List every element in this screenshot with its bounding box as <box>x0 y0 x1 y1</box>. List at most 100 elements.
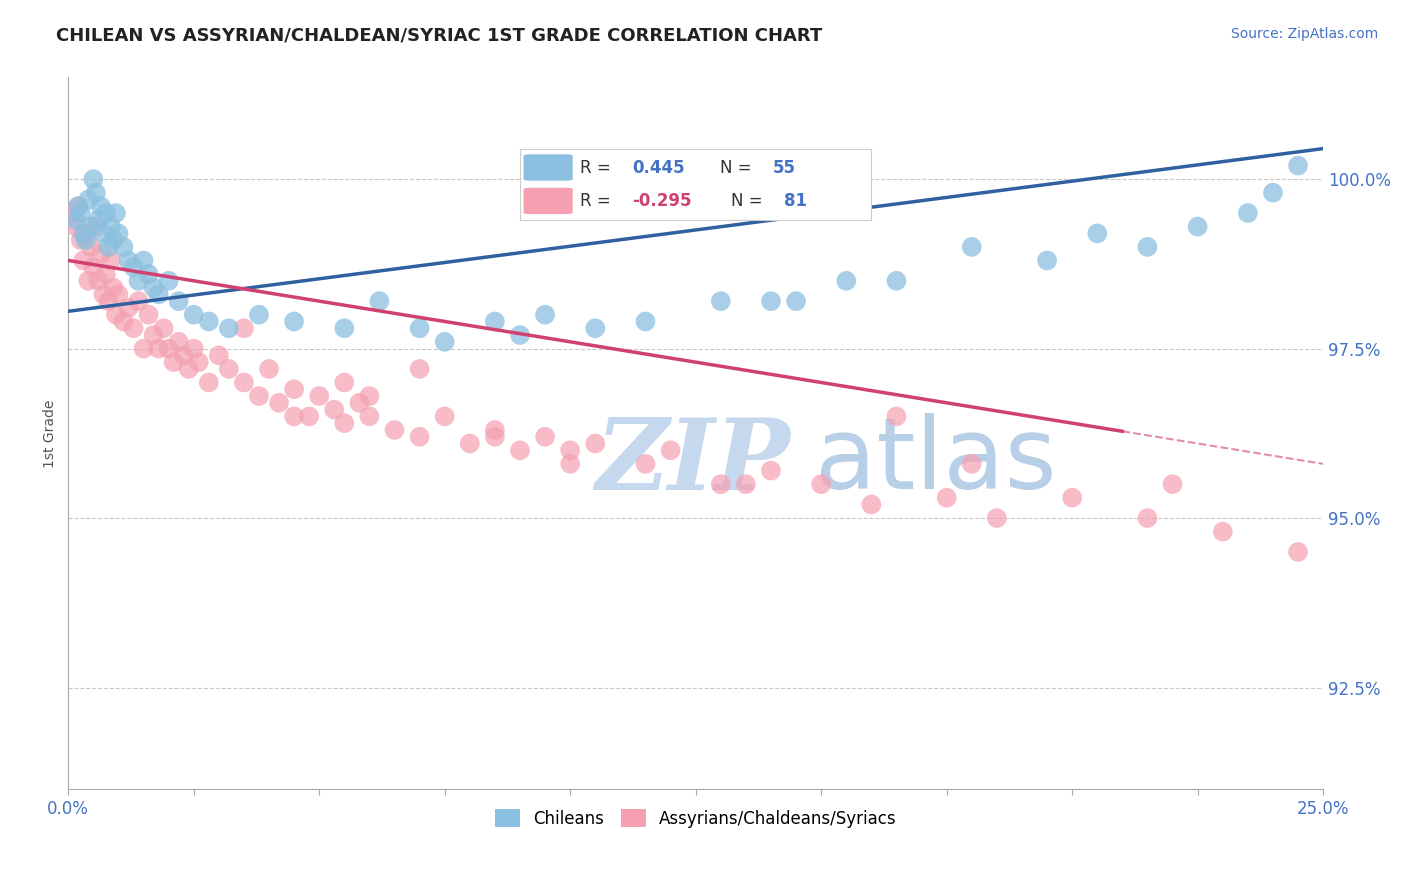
Point <box>80 219 103 234</box>
Point <box>1161 477 1184 491</box>
Point <box>82 172 104 186</box>
Point <box>509 443 531 458</box>
Point <box>349 396 371 410</box>
Point <box>72 227 94 241</box>
Point <box>103 280 125 294</box>
Point <box>433 409 456 424</box>
Point <box>75 227 97 241</box>
Point <box>117 301 139 315</box>
Point <box>886 274 908 288</box>
Point <box>122 321 145 335</box>
Point <box>157 274 180 288</box>
Point <box>62 206 84 220</box>
Point <box>138 308 160 322</box>
Point <box>408 362 430 376</box>
Point <box>142 328 165 343</box>
Point <box>103 233 125 247</box>
Point <box>173 348 195 362</box>
Point <box>90 199 112 213</box>
Point <box>1136 511 1159 525</box>
Point <box>408 430 430 444</box>
Point <box>257 362 280 376</box>
Point <box>72 253 94 268</box>
Point <box>218 321 240 335</box>
Point <box>560 443 582 458</box>
Point <box>583 436 606 450</box>
Point <box>484 314 506 328</box>
Point <box>710 477 733 491</box>
Point <box>333 416 356 430</box>
Point <box>1237 206 1260 220</box>
Point <box>408 321 430 335</box>
Point <box>1261 186 1284 200</box>
Point <box>69 233 91 247</box>
Point <box>759 464 782 478</box>
Point <box>484 423 506 437</box>
Point <box>142 280 165 294</box>
Point <box>333 321 356 335</box>
Point <box>710 294 733 309</box>
Point <box>128 274 150 288</box>
Point <box>509 328 531 343</box>
Point <box>1212 524 1234 539</box>
Point <box>94 267 117 281</box>
Point <box>1286 545 1309 559</box>
Point <box>87 274 110 288</box>
Point <box>112 314 135 328</box>
Point <box>112 240 135 254</box>
Point <box>1062 491 1084 505</box>
Point <box>93 287 115 301</box>
Point <box>65 219 87 234</box>
Point <box>560 457 582 471</box>
Point <box>308 389 330 403</box>
Point <box>65 212 87 227</box>
Point <box>183 308 205 322</box>
Point <box>208 348 231 362</box>
Point <box>94 206 117 220</box>
Point <box>104 308 127 322</box>
Point <box>107 227 129 241</box>
Point <box>132 253 155 268</box>
Point <box>1187 219 1209 234</box>
Point <box>333 376 356 390</box>
Point <box>534 308 557 322</box>
Point <box>100 253 122 268</box>
Point <box>84 186 107 200</box>
Point <box>1286 159 1309 173</box>
Point <box>860 498 883 512</box>
Point <box>97 294 120 309</box>
Point <box>77 274 100 288</box>
Point <box>82 260 104 275</box>
Legend: Chileans, Assyrians/Chaldeans/Syriacs: Chileans, Assyrians/Chaldeans/Syriacs <box>488 803 903 834</box>
Point <box>80 240 103 254</box>
Point <box>232 321 254 335</box>
Point <box>634 457 657 471</box>
Point <box>759 294 782 309</box>
Point <box>197 376 219 390</box>
Point <box>67 199 90 213</box>
Text: Source: ZipAtlas.com: Source: ZipAtlas.com <box>1230 27 1378 41</box>
Point <box>433 334 456 349</box>
Point <box>960 457 983 471</box>
Point <box>107 287 129 301</box>
Point <box>138 267 160 281</box>
Point <box>359 409 381 424</box>
Point <box>157 342 180 356</box>
Point <box>77 193 100 207</box>
Point <box>117 253 139 268</box>
Point <box>167 294 190 309</box>
Point <box>122 260 145 275</box>
Point <box>87 212 110 227</box>
Point <box>785 294 807 309</box>
Point <box>886 409 908 424</box>
Point <box>167 334 190 349</box>
Text: atlas: atlas <box>815 413 1056 510</box>
Point <box>183 342 205 356</box>
Point <box>75 233 97 247</box>
Y-axis label: 1st Grade: 1st Grade <box>44 399 58 467</box>
Point <box>128 294 150 309</box>
Point <box>368 294 391 309</box>
Point <box>148 342 170 356</box>
Point <box>810 477 832 491</box>
Point <box>458 436 481 450</box>
